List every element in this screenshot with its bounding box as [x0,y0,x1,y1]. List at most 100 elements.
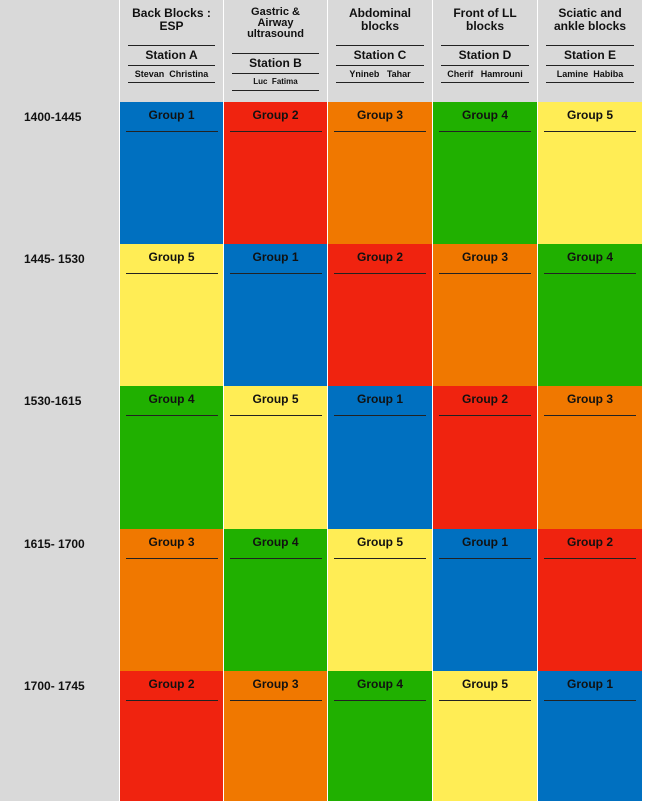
header-divider [127,82,216,83]
group-underline [229,558,322,559]
header-divider [440,82,530,83]
header-divider [545,45,635,46]
station-b-title: Gastric & Airway ultrasound [247,6,304,40]
group-underline [229,273,322,274]
time-slot-label: 1445- 1530 [0,244,119,386]
group-underline [334,131,426,132]
group-label: Group 5 [356,535,403,549]
time-slot-label: 1400-1445 [0,102,119,244]
group-underline [544,700,636,701]
schedule-cell: Group 3 [120,529,223,671]
schedule-cell: Group 1 [328,386,432,529]
schedule-cell: Group 5 [433,671,537,801]
header-divider [335,65,425,66]
schedule-cell: Group 2 [538,529,642,671]
group-underline [125,273,218,274]
schedule-cell: Group 4 [538,244,642,386]
station-a-title: Back Blocks : ESP [132,6,211,33]
group-label: Group 1 [148,108,195,122]
group-label: Group 3 [356,108,403,122]
time-slot-label: 1530-1615 [0,386,119,529]
header-divider [440,65,530,66]
schedule-cell: Group 1 [433,529,537,671]
group-label: Group 3 [252,677,299,691]
station-e-label: Station E [563,48,616,62]
station-b-header: Gastric & Airway ultrasound Station B Lu… [224,0,327,102]
station-d-header: Front of LL blocks Station D Cherif Hamr… [433,0,537,102]
station-d-instructors: Cherif Hamrouni [447,69,523,79]
time-slot-label: 1615- 1700 [0,529,119,671]
group-underline [334,558,426,559]
header-divider [127,45,216,46]
group-underline [439,558,531,559]
group-label: Group 5 [148,250,195,264]
header-divider [231,73,320,74]
group-underline [229,700,322,701]
group-label: Group 2 [566,535,613,549]
group-underline [439,273,531,274]
schedule-cell: Group 2 [433,386,537,529]
station-d-title: Front of LL blocks [453,6,517,33]
header-divider [335,82,425,83]
schedule-cell: Group 4 [328,671,432,801]
header-divider [127,65,216,66]
group-underline [439,700,531,701]
group-label: Group 2 [461,392,508,406]
group-label: Group 5 [461,677,508,691]
schedule-cell: Group 4 [433,102,537,244]
group-underline [229,415,322,416]
group-label: Group 4 [148,392,195,406]
group-underline [334,273,426,274]
group-underline [334,415,426,416]
group-label: Group 3 [461,250,508,264]
station-e-header: Sciatic and ankle blocks Station E Lamin… [538,0,642,102]
group-label: Group 5 [252,392,299,406]
station-d-label: Station D [458,48,512,62]
station-c-instructors: Ynineb Tahar [349,69,411,79]
group-underline [229,131,322,132]
group-underline [125,415,218,416]
group-underline [544,131,636,132]
header-divider [335,45,425,46]
station-b-instructors: Luc Fatima [253,77,298,86]
group-label: Group 2 [356,250,403,264]
schedule-cell: Group 1 [224,244,327,386]
station-e-title: Sciatic and ankle blocks [553,6,627,33]
schedule-cell: Group 3 [224,671,327,801]
group-label: Group 1 [356,392,403,406]
group-underline [125,700,218,701]
group-underline [125,558,218,559]
group-underline [544,273,636,274]
group-label: Group 3 [148,535,195,549]
schedule-cell: Group 1 [120,102,223,244]
schedule-cell: Group 2 [224,102,327,244]
station-e-instructors: Lamine Habiba [556,69,624,79]
group-underline [125,131,218,132]
schedule-cell: Group 2 [120,671,223,801]
group-underline [544,558,636,559]
schedule-cell: Group 3 [538,386,642,529]
header-divider [545,82,635,83]
schedule-cell: Group 3 [433,244,537,386]
group-label: Group 1 [461,535,508,549]
group-underline [439,131,531,132]
group-underline [544,415,636,416]
group-label: Group 5 [566,108,613,122]
group-label: Group 4 [252,535,299,549]
group-label: Group 1 [566,677,613,691]
group-underline [439,415,531,416]
station-a-header: Back Blocks : ESP Station A Stevan Chris… [120,0,223,102]
station-c-header: Abdominal blocks Station C Ynineb Tahar [328,0,432,102]
station-c-title: Abdominal blocks [349,6,411,33]
schedule-cell: Group 4 [224,529,327,671]
schedule-cell: Group 2 [328,244,432,386]
group-label: Group 4 [461,108,508,122]
header-divider [440,45,530,46]
table-corner [0,0,119,102]
group-label: Group 2 [148,677,195,691]
header-divider [231,53,320,54]
station-b-label: Station B [249,56,302,70]
header-divider [231,90,320,91]
schedule-cell: Group 5 [328,529,432,671]
station-a-label: Station A [145,48,198,62]
